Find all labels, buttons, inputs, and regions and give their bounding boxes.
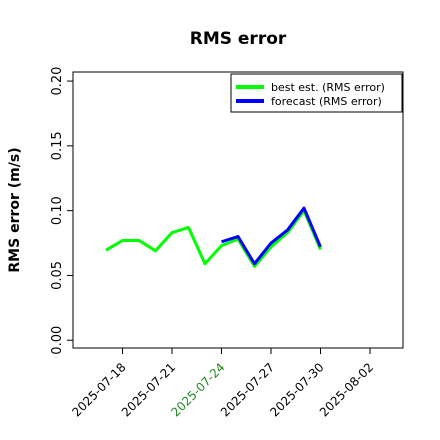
y-tick-label: 0.15 xyxy=(50,131,65,160)
y-tick-label: 0.10 xyxy=(50,196,65,225)
y-tick-label: 0.00 xyxy=(50,326,65,355)
series-line xyxy=(221,206,322,266)
legend-label: best est. (RMS error) xyxy=(271,81,385,94)
chart-title: RMS error xyxy=(190,29,287,49)
legend-label: forecast (RMS error) xyxy=(271,95,382,108)
y-tick-label: 0.05 xyxy=(50,261,65,290)
series-line xyxy=(105,209,322,268)
x-tick-label: 2025-08-02 xyxy=(317,360,376,419)
y-tick-label: 0.20 xyxy=(50,67,65,96)
legend-box xyxy=(230,73,403,113)
plot-frame xyxy=(72,71,404,349)
y-axis-label: RMS error (m/s) xyxy=(7,147,23,272)
